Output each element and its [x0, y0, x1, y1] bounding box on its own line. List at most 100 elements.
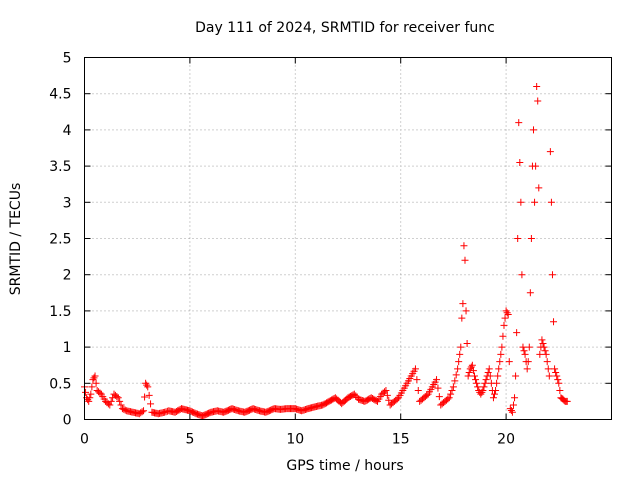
data-point: [539, 339, 547, 347]
data-point: [145, 391, 153, 399]
data-point: [143, 381, 151, 389]
data-point: [381, 388, 389, 396]
y-tick-label: 4.5: [49, 87, 71, 103]
data-point: [85, 397, 93, 405]
data-point: [489, 394, 497, 402]
data-point: [550, 318, 558, 326]
data-point: [114, 394, 122, 402]
data-point: [411, 365, 419, 373]
data-point: [393, 395, 401, 403]
data-point: [501, 314, 509, 322]
x-tick-label: 0: [80, 432, 89, 448]
data-point: [469, 367, 477, 375]
data-point: [526, 289, 534, 297]
data-point: [383, 391, 391, 399]
data-point: [484, 368, 492, 376]
data-point: [452, 371, 460, 379]
data-point: [414, 387, 422, 395]
data-point: [552, 368, 560, 376]
data-point: [433, 376, 441, 384]
series-markers: [81, 82, 571, 420]
data-point: [498, 343, 506, 351]
data-point: [494, 372, 502, 380]
data-point: [144, 383, 152, 391]
data-point: [524, 358, 532, 366]
data-point: [117, 401, 125, 409]
y-tick-label: 2.5: [49, 232, 71, 248]
data-point: [536, 350, 544, 358]
data-point: [546, 148, 554, 156]
data-point: [545, 372, 553, 380]
data-point: [423, 391, 431, 399]
data-point: [482, 376, 490, 384]
data-point: [87, 390, 95, 398]
data-point: [89, 376, 97, 384]
data-point: [497, 350, 505, 358]
data-point: [519, 343, 527, 351]
data-point: [553, 372, 561, 380]
y-tick-label: 3.5: [49, 159, 71, 175]
data-point: [504, 311, 512, 319]
data-point: [495, 365, 503, 373]
data-point: [541, 347, 549, 355]
data-point: [507, 406, 515, 414]
data-point: [513, 329, 521, 337]
data-point: [140, 407, 148, 415]
data-point: [500, 321, 508, 329]
data-point: [413, 376, 421, 384]
grid-lines: [84, 57, 612, 420]
data-point: [460, 242, 468, 250]
data-point: [551, 365, 559, 373]
data-point: [435, 393, 443, 401]
data-point: [556, 387, 564, 395]
data-point: [515, 119, 523, 127]
data-point: [141, 393, 149, 401]
data-point: [434, 384, 442, 392]
data-point: [113, 393, 121, 401]
y-tick-label: 0.5: [49, 376, 71, 392]
data-point: [473, 379, 481, 387]
data-point: [527, 235, 535, 242]
data-point: [493, 379, 501, 387]
data-point: [518, 271, 526, 279]
data-point: [457, 343, 465, 351]
data-point: [92, 379, 100, 387]
data-point: [454, 365, 462, 373]
data-point: [485, 365, 493, 373]
data-point: [512, 372, 520, 380]
data-point: [382, 387, 390, 395]
data-point: [548, 271, 556, 279]
data-point: [505, 358, 513, 366]
data-point: [542, 350, 550, 358]
data-point: [503, 309, 511, 317]
data-point: [535, 184, 543, 192]
data-point: [138, 408, 146, 416]
data-point: [449, 383, 457, 391]
data-point: [451, 377, 459, 385]
data-point: [509, 401, 517, 409]
data-point: [531, 198, 539, 206]
data-point: [514, 235, 522, 242]
data-point: [456, 350, 464, 358]
data-point: [385, 396, 393, 404]
x-axis-label: GPS time / hours: [286, 458, 403, 474]
data-point: [516, 158, 524, 166]
data-point: [532, 162, 540, 170]
y-axis-label: SRMTID / TECUs: [8, 183, 24, 296]
data-point: [478, 388, 486, 396]
data-point: [86, 394, 94, 402]
data-point: [447, 390, 455, 398]
chart-title: Day 111 of 2024, SRMTID for receiver fun…: [195, 20, 495, 36]
data-point: [533, 82, 541, 90]
data-point: [459, 300, 467, 308]
data-point: [547, 198, 555, 206]
data-point: [444, 395, 452, 403]
y-tick-label: 4: [63, 123, 72, 139]
data-point: [88, 383, 96, 391]
x-tick-label: 10: [286, 432, 304, 448]
data-point: [472, 376, 480, 384]
data-point: [554, 376, 562, 384]
data-point: [543, 358, 551, 366]
data-point: [116, 397, 124, 405]
